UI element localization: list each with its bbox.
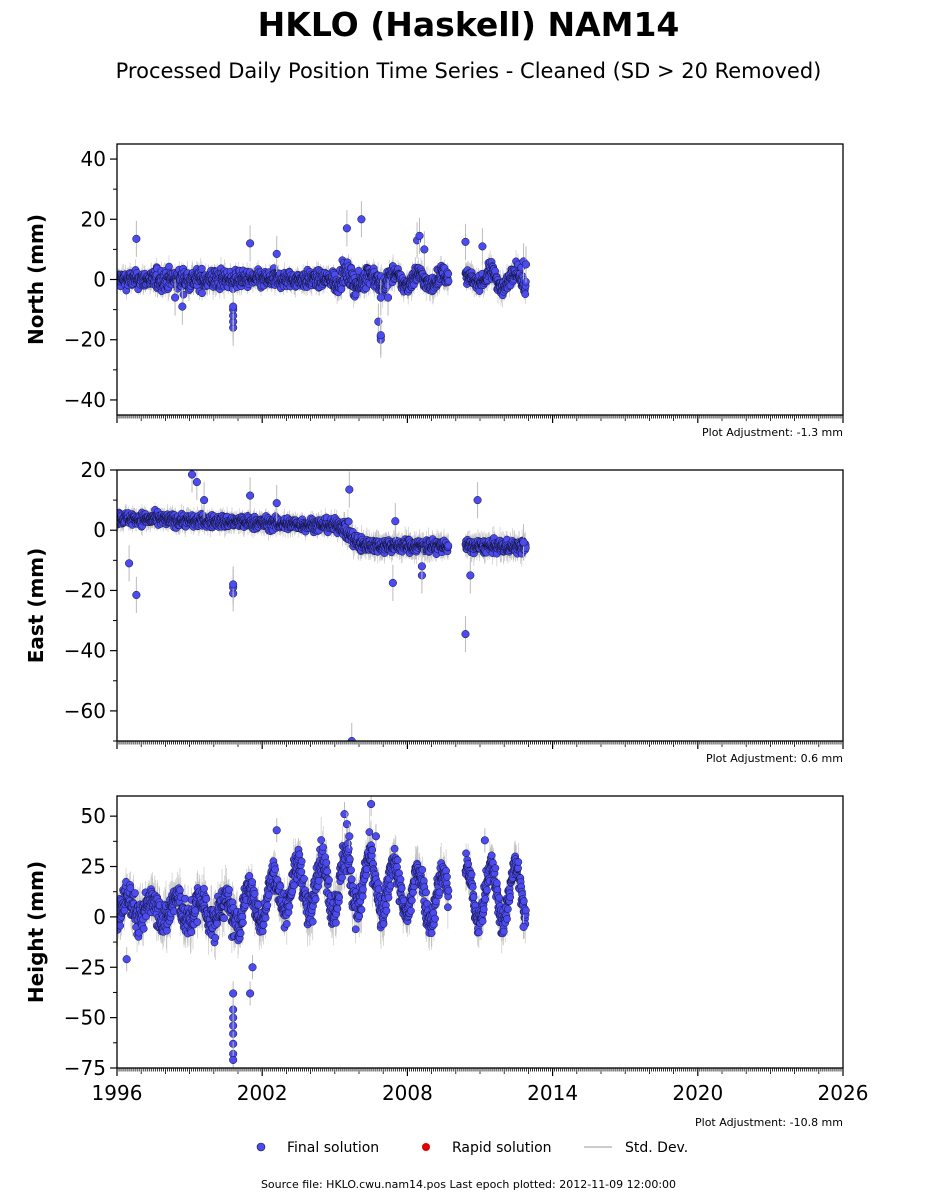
- final-solution-point: [197, 264, 206, 273]
- final-solution-point: [272, 249, 281, 258]
- final-solution-point: [374, 317, 383, 326]
- final-solution-point: [444, 277, 453, 285]
- plot-adjustment-label: Plot Adjustment: -1.3 mm: [702, 426, 843, 439]
- figure-subtitle: Processed Daily Position Time Series - C…: [116, 59, 822, 83]
- final-solution-point: [444, 269, 453, 278]
- final-solution-point: [478, 242, 487, 251]
- plot-area: [117, 201, 531, 358]
- final-solution-point: [461, 237, 470, 246]
- final-solution-point: [383, 293, 393, 302]
- final-solution-point: [415, 231, 424, 240]
- final-solution-point: [420, 245, 429, 254]
- final-solution-point: [357, 215, 366, 224]
- final-solution-point: [342, 224, 351, 233]
- final-solution-point: [337, 285, 346, 294]
- final-solution-point: [198, 289, 206, 298]
- final-solution-point: [246, 239, 255, 248]
- y-tick-label: 0: [93, 268, 106, 292]
- y-tick-label: −40: [64, 388, 106, 412]
- final-solution-point: [178, 302, 187, 311]
- y-axis-label: North (mm): [24, 214, 48, 345]
- figure-title: HKLO (Haskell) NAM14: [258, 5, 680, 44]
- panel-north: −40 −20 0 20 40 North (mm) Plot Adjustment: -1…: [24, 143, 844, 439]
- final-solution-point: [229, 302, 238, 311]
- y-tick-label: 20: [81, 207, 106, 231]
- final-solution-point: [521, 260, 531, 269]
- y-tick-label: −20: [64, 328, 106, 352]
- final-solution-point: [376, 293, 385, 302]
- final-solution-point: [376, 331, 385, 340]
- final-solution-point: [521, 290, 530, 299]
- final-solution-point: [171, 293, 180, 302]
- final-solution-point: [132, 234, 141, 243]
- final-solution-point: [179, 290, 188, 299]
- plot-area: [117, 470, 530, 741]
- y-tick-label: 40: [81, 147, 106, 171]
- panels: −40 −20 0 20 40 North (mm) Plot Adjustment: -1…: [24, 143, 868, 1129]
